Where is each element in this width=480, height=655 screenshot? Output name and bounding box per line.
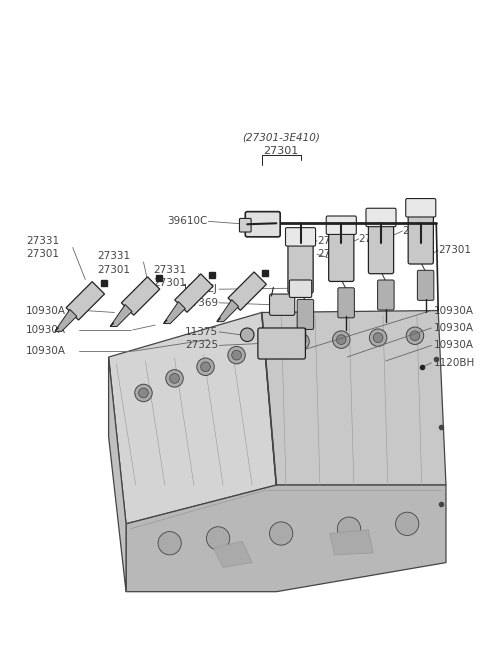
Circle shape bbox=[292, 333, 309, 350]
Text: 27301: 27301 bbox=[264, 145, 299, 156]
FancyBboxPatch shape bbox=[288, 241, 313, 293]
FancyBboxPatch shape bbox=[406, 198, 436, 217]
Text: 11375: 11375 bbox=[185, 327, 218, 337]
Text: 27331: 27331 bbox=[97, 252, 130, 261]
Circle shape bbox=[166, 369, 183, 387]
Text: 10930A: 10930A bbox=[433, 341, 473, 350]
FancyBboxPatch shape bbox=[329, 229, 354, 282]
Circle shape bbox=[406, 327, 424, 345]
FancyBboxPatch shape bbox=[338, 288, 354, 318]
Circle shape bbox=[232, 350, 241, 360]
Circle shape bbox=[169, 373, 180, 383]
Polygon shape bbox=[216, 300, 239, 322]
Polygon shape bbox=[110, 305, 132, 326]
FancyBboxPatch shape bbox=[366, 208, 396, 227]
FancyBboxPatch shape bbox=[326, 216, 356, 234]
Circle shape bbox=[296, 337, 305, 346]
Text: 39610C: 39610C bbox=[167, 216, 207, 227]
FancyBboxPatch shape bbox=[289, 280, 312, 297]
Text: 27325: 27325 bbox=[185, 341, 218, 350]
Text: 10930A: 10930A bbox=[26, 346, 66, 356]
Circle shape bbox=[336, 335, 346, 345]
Text: 10930A: 10930A bbox=[26, 305, 66, 316]
Text: (27301-3E410): (27301-3E410) bbox=[242, 133, 320, 143]
FancyBboxPatch shape bbox=[270, 294, 295, 315]
Circle shape bbox=[228, 346, 245, 364]
FancyBboxPatch shape bbox=[378, 280, 394, 310]
Text: 27331: 27331 bbox=[26, 236, 60, 246]
Circle shape bbox=[373, 333, 383, 343]
Polygon shape bbox=[121, 277, 160, 315]
Circle shape bbox=[139, 388, 148, 398]
Polygon shape bbox=[55, 309, 77, 331]
Circle shape bbox=[158, 532, 181, 555]
Circle shape bbox=[197, 358, 214, 375]
FancyBboxPatch shape bbox=[286, 228, 315, 246]
FancyBboxPatch shape bbox=[240, 218, 251, 232]
Polygon shape bbox=[163, 302, 185, 324]
Polygon shape bbox=[66, 282, 105, 320]
Text: 10930A: 10930A bbox=[433, 323, 473, 333]
Text: 27301: 27301 bbox=[359, 234, 392, 244]
Text: 1120BH: 1120BH bbox=[433, 358, 475, 368]
Polygon shape bbox=[126, 485, 446, 591]
Polygon shape bbox=[330, 530, 373, 555]
Text: 27301: 27301 bbox=[153, 278, 186, 288]
Circle shape bbox=[396, 512, 419, 535]
Text: 27301: 27301 bbox=[317, 236, 350, 246]
Polygon shape bbox=[213, 541, 252, 567]
Text: 1140EJ: 1140EJ bbox=[182, 284, 218, 294]
Text: 10930A: 10930A bbox=[433, 305, 473, 316]
Text: 10930A: 10930A bbox=[26, 325, 66, 335]
Text: 27369: 27369 bbox=[185, 298, 218, 308]
Polygon shape bbox=[108, 357, 126, 591]
Text: 27331: 27331 bbox=[317, 250, 350, 259]
Circle shape bbox=[135, 384, 152, 402]
Polygon shape bbox=[262, 310, 446, 485]
FancyBboxPatch shape bbox=[258, 328, 305, 359]
Text: 27331: 27331 bbox=[153, 265, 186, 275]
Circle shape bbox=[370, 329, 387, 346]
Text: 27301: 27301 bbox=[26, 250, 59, 259]
Circle shape bbox=[240, 328, 254, 341]
FancyBboxPatch shape bbox=[369, 221, 394, 274]
Text: 27301: 27301 bbox=[402, 226, 435, 236]
FancyBboxPatch shape bbox=[297, 299, 313, 329]
Circle shape bbox=[410, 331, 420, 341]
Circle shape bbox=[333, 331, 350, 348]
FancyBboxPatch shape bbox=[245, 212, 280, 237]
Text: 27301: 27301 bbox=[97, 265, 130, 275]
Circle shape bbox=[337, 517, 360, 540]
FancyBboxPatch shape bbox=[418, 271, 434, 301]
Polygon shape bbox=[108, 312, 276, 524]
Circle shape bbox=[270, 522, 293, 545]
Circle shape bbox=[206, 527, 230, 550]
Polygon shape bbox=[175, 274, 213, 312]
Polygon shape bbox=[228, 272, 266, 310]
Circle shape bbox=[201, 362, 210, 371]
Text: 27301: 27301 bbox=[438, 246, 471, 255]
FancyBboxPatch shape bbox=[408, 212, 433, 264]
